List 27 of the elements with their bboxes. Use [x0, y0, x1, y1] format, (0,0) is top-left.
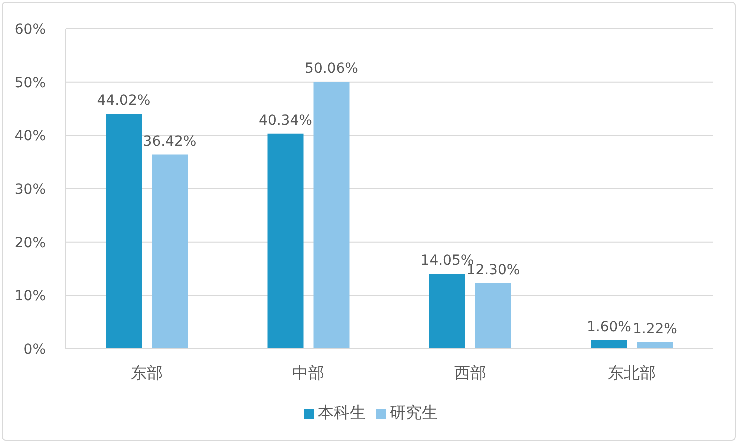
bar [314, 82, 350, 349]
legend-label: 研究生 [390, 403, 438, 422]
data-label: 44.02% [97, 93, 151, 110]
data-label: 1.22% [633, 321, 678, 338]
bar [430, 274, 466, 349]
bar [268, 134, 304, 349]
data-label: 36.42% [143, 134, 197, 150]
y-tick-label: 20% [14, 235, 46, 252]
legend-label: 本科生 [318, 403, 366, 422]
bar [476, 283, 512, 349]
x-tick-label: 中部 [292, 363, 325, 382]
bar [152, 154, 188, 349]
y-tick-label: 60% [14, 22, 46, 38]
bar [591, 340, 628, 349]
data-label: 1.60% [587, 319, 632, 336]
y-tick-label: 30% [14, 182, 46, 198]
data-label: 50.06% [305, 61, 358, 78]
bar [637, 342, 674, 349]
bar [106, 114, 142, 349]
y-tick-label: 50% [14, 75, 46, 92]
y-tick-label: 10% [14, 288, 46, 305]
x-tick-label: 西部 [454, 363, 486, 382]
data-label: 40.34% [259, 112, 312, 129]
y-tick-label: 0% [24, 342, 46, 358]
y-tick-label: 40% [14, 128, 46, 145]
x-tick-label: 东北部 [608, 363, 656, 382]
x-tick-label: 东部 [130, 363, 163, 382]
